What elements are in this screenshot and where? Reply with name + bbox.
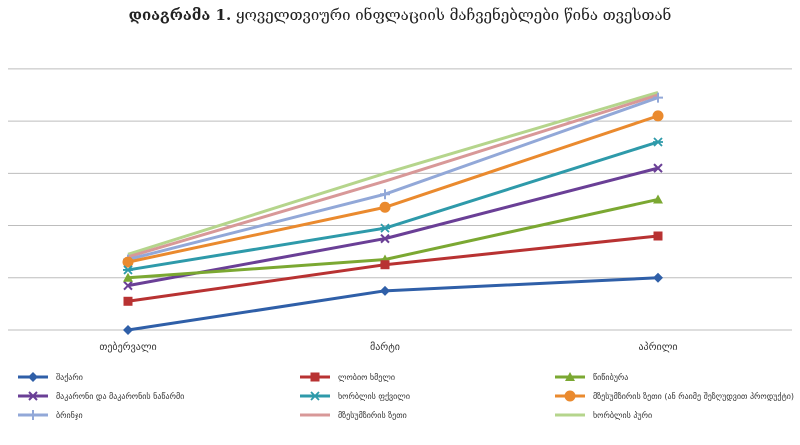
series-line — [127, 90, 659, 256]
legend-label: ხორბლის პური — [593, 410, 652, 420]
series-2 — [123, 231, 663, 306]
data-point — [564, 390, 576, 402]
data-point — [653, 272, 663, 283]
series-8 — [127, 93, 659, 259]
data-point — [123, 296, 133, 306]
data-point — [653, 92, 663, 103]
series-line — [127, 93, 659, 259]
chart-title: დიაგრამა 1. ყოველთვიური ინფლაციის მაჩვენ… — [0, 6, 800, 24]
x-tick-label: თებერვალი — [99, 341, 156, 353]
data-point — [653, 194, 663, 204]
data-point — [123, 272, 133, 282]
legend-item: ლობიო ხმელი — [300, 372, 395, 382]
x-tick-label: მარტი — [370, 341, 400, 353]
legend-item: შაქარი — [18, 372, 83, 382]
legend-label: შაქარი — [56, 372, 83, 382]
legend-item: მაკარონი და მაკარონის ნაწარმი — [18, 391, 184, 401]
data-point — [28, 410, 38, 420]
data-point — [565, 372, 575, 381]
data-point — [653, 163, 663, 173]
data-point — [653, 137, 663, 147]
series-line — [127, 276, 659, 332]
legend-label: ლობიო ხმელი — [338, 372, 395, 382]
chart-title-prefix: დიაგრამა 1. — [128, 6, 232, 24]
series-4 — [123, 163, 663, 291]
series-6 — [122, 110, 664, 268]
legend-label: წიწიბურა — [593, 372, 628, 382]
data-point — [380, 189, 390, 200]
data-point — [653, 231, 663, 241]
legend-label: ხორბლის ფქვილი — [338, 391, 410, 401]
series-9 — [127, 90, 659, 256]
data-point — [310, 372, 320, 382]
legend-item: მზესუმზირის ზეთი — [300, 410, 407, 420]
legend-label: მზესუმზირის ზეთი (ან რაიმე შეზღუდვით პრო… — [593, 391, 794, 401]
series-5 — [123, 137, 663, 275]
legend-item: მზესუმზირის ზეთი (ან რაიმე შეზღუდვით პრო… — [555, 390, 794, 402]
data-point — [652, 110, 664, 122]
data-point — [123, 265, 133, 275]
data-point — [380, 285, 390, 296]
legend-label: მზესუმზირის ზეთი — [338, 410, 407, 420]
chart-title-text: ყოველთვიური ინფლაციის მაჩვენებლები წინა … — [235, 6, 672, 24]
legend-label: მაკარონი და მაკარონის ნაწარმი — [56, 391, 184, 401]
data-point — [380, 223, 390, 233]
legend-label: ბრინჯი — [56, 410, 83, 420]
x-tick-label: აპრილი — [638, 341, 677, 353]
data-point — [310, 391, 320, 401]
data-point — [380, 260, 390, 270]
legend-item: ბრინჯი — [18, 410, 83, 420]
legend-item: ხორბლის ფქვილი — [300, 391, 410, 401]
data-point — [380, 233, 390, 244]
data-point — [123, 280, 133, 291]
legend-item: წიწიბურა — [555, 372, 628, 382]
legend-item: ხორბლის პური — [555, 410, 652, 420]
data-point — [28, 391, 38, 401]
data-point — [123, 325, 133, 335]
series-1 — [123, 272, 663, 335]
data-point — [28, 372, 38, 382]
series-3 — [123, 194, 663, 282]
data-point — [122, 256, 134, 268]
data-point — [379, 201, 391, 213]
